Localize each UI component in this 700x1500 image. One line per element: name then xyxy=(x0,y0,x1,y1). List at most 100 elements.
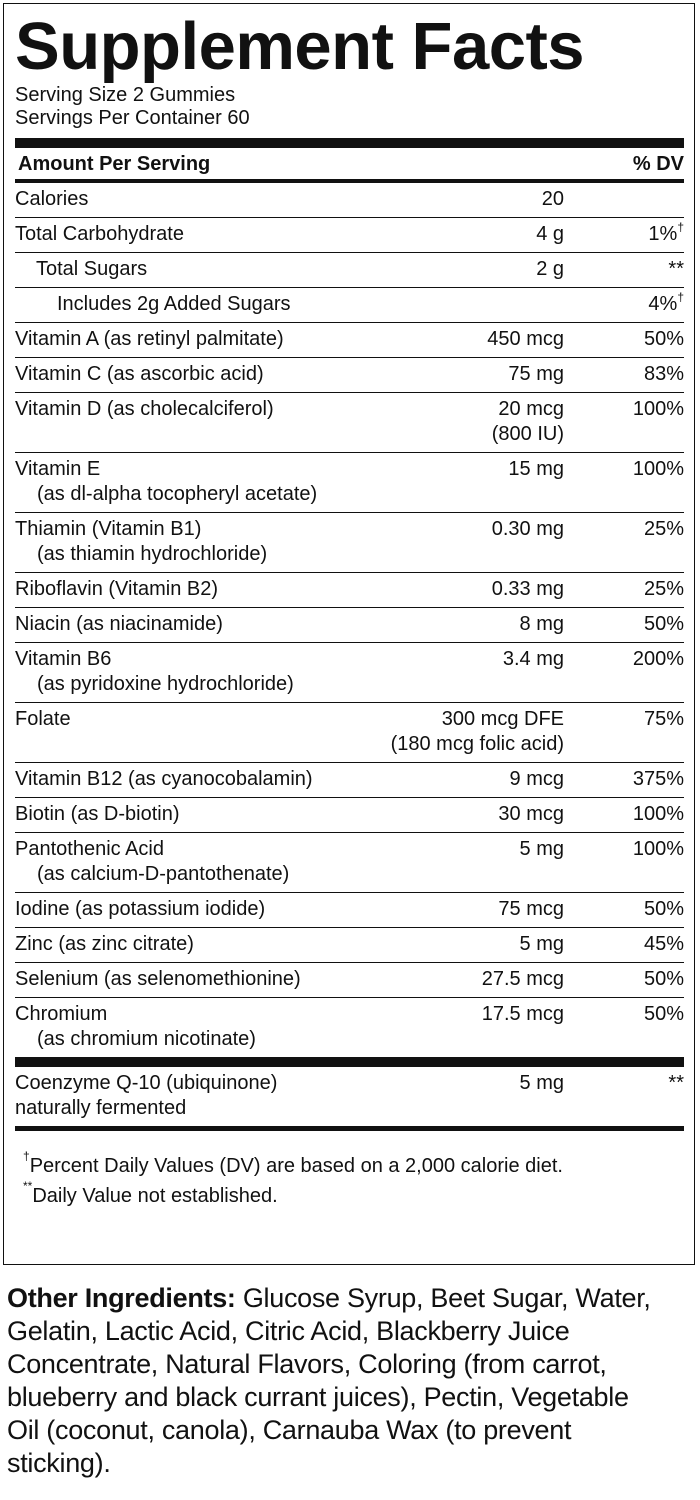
dv-value: 375% xyxy=(632,768,684,790)
nutrient-name: Vitamin C (as ascorbic acid) xyxy=(15,362,344,387)
name-line: Vitamin E xyxy=(15,458,101,480)
footnote-mark: † xyxy=(23,1149,30,1163)
amount-line: 4 g xyxy=(536,223,564,245)
dv-value: 100% xyxy=(632,398,684,420)
name-line: Includes 2g Added Sugars xyxy=(57,293,291,315)
nutrient-name: Vitamin E (as dl-alpha tocopheryl acetate… xyxy=(15,457,344,507)
nutrient-row: Vitamin B12 (as cyanocobalamin) 9 mcg 375% xyxy=(15,763,684,798)
amount-line: 0.33 mg xyxy=(491,578,564,600)
daily-value: 50% xyxy=(564,327,684,352)
dv-value: 200% xyxy=(632,648,684,670)
name-line: Chromium xyxy=(15,1003,108,1025)
amount: 8 mg xyxy=(344,612,564,637)
amount: 5 mg xyxy=(344,837,564,887)
daily-value: 4%† xyxy=(564,291,684,317)
divider xyxy=(15,1126,684,1131)
daily-value: 45% xyxy=(564,932,684,957)
amount-line: 5 mg xyxy=(519,933,564,955)
amount-line: 27.5 mcg xyxy=(481,968,564,990)
nutrient-name: Calories xyxy=(15,187,344,212)
nutrient-row: Total Sugars 2 g ** xyxy=(15,253,684,288)
nutrient-rows: Calories 20 Total Carbohydrate 4 g 1%† Total … xyxy=(15,183,684,1057)
name-line: Zinc (as zinc citrate) xyxy=(15,933,194,955)
nutrient-name: Coenzyme Q-10 (ubiquinone) naturally ferm… xyxy=(15,1071,344,1121)
amount: 4 g xyxy=(344,222,564,247)
dv-value: ** xyxy=(668,258,684,280)
name-line: Pantothenic Acid xyxy=(15,838,164,860)
amount-line: 5 mg xyxy=(519,838,564,860)
nutrient-name: Includes 2g Added Sugars xyxy=(15,292,344,317)
amount: 0.33 mg xyxy=(344,577,564,602)
nutrient-row: Vitamin A (as retinyl palmitate) 450 mcg 5… xyxy=(15,323,684,358)
nutrient-row: Vitamin B6 (as pyridoxine hydrochloride) 3… xyxy=(15,643,684,703)
dv-value: 100% xyxy=(632,803,684,825)
footnote-text: Daily Value not established. xyxy=(32,1185,278,1207)
daily-value: 100% xyxy=(564,457,684,507)
nutrient-name: Vitamin B6 (as pyridoxine hydrochloride) xyxy=(15,647,344,697)
amount: 9 mcg xyxy=(344,767,564,792)
daily-value: 25% xyxy=(564,577,684,602)
name-line: Calories xyxy=(15,188,89,210)
amount-line: (800 IU) xyxy=(491,423,564,445)
nutrient-row: Zinc (as zinc citrate) 5 mg 45% xyxy=(15,928,684,963)
nutrient-name: Folate xyxy=(15,707,344,757)
amount-line: 8 mg xyxy=(519,613,564,635)
nutrient-row: Calories 20 xyxy=(15,183,684,218)
serving-size: Serving Size 2 Gummies xyxy=(15,84,236,106)
daily-value: 50% xyxy=(564,967,684,992)
nutrient-row: Pantothenic Acid (as calcium-D-pantothena… xyxy=(15,833,684,893)
amount-line: 75 mcg xyxy=(498,898,564,920)
amount-line: 2 g xyxy=(536,258,564,280)
dv-value: 45% xyxy=(643,933,684,955)
dv-value: 50% xyxy=(643,968,684,990)
dv-value: 50% xyxy=(643,328,684,350)
nutrient-row: Total Carbohydrate 4 g 1%† xyxy=(15,218,684,253)
amount xyxy=(344,292,564,317)
dv-value: 4% xyxy=(648,293,678,315)
nutrient-name: Niacin (as niacinamide) xyxy=(15,612,344,637)
name-line: Total Carbohydrate xyxy=(15,223,184,245)
nutrient-row: Niacin (as niacinamide) 8 mg 50% xyxy=(15,608,684,643)
amount-line: 17.5 mcg xyxy=(481,1003,564,1025)
nutrient-row: Folate 300 mcg DFE (180 mcg folic acid) 75% xyxy=(15,703,684,763)
dv-value: 100% xyxy=(632,838,684,860)
name-line: (as thiamin hydrochloride) xyxy=(37,543,268,565)
name-line: Vitamin C (as ascorbic acid) xyxy=(15,363,264,385)
amount: 75 mg xyxy=(344,362,564,387)
daily-value: 50% xyxy=(564,612,684,637)
name-line: Vitamin B12 (as cyanocobalamin) xyxy=(15,768,313,790)
footnote-text: Percent Daily Values (DV) are based on a… xyxy=(29,1155,563,1177)
dv-value: 50% xyxy=(643,898,684,920)
amount: 450 mcg xyxy=(344,327,564,352)
supplement-facts-panel: Supplement Facts Serving Size 2 Gummies … xyxy=(3,3,695,1265)
dv-value: 50% xyxy=(643,1003,684,1025)
dv-value: 1% xyxy=(648,223,678,245)
dv-value: 25% xyxy=(643,578,684,600)
table-header: Amount Per Serving % DV xyxy=(15,148,684,179)
name-line: Vitamin A (as retinyl palmitate) xyxy=(15,328,284,350)
amount: 15 mg xyxy=(344,457,564,507)
nutrient-name: Thiamin (Vitamin B1) (as thiamin hydrochl… xyxy=(15,517,344,567)
daily-value xyxy=(564,187,684,212)
nutrient-row: Coenzyme Q-10 (ubiquinone) naturally ferm… xyxy=(15,1067,684,1126)
dv-value: 25% xyxy=(643,518,684,540)
nutrient-name: Riboflavin (Vitamin B2) xyxy=(15,577,344,602)
name-line: Total Sugars xyxy=(36,258,148,280)
nutrient-row: Thiamin (Vitamin B1) (as thiamin hydrochl… xyxy=(15,513,684,573)
dv-value: 75% xyxy=(643,708,684,730)
daily-value: 200% xyxy=(564,647,684,697)
dv-value: 83% xyxy=(643,363,684,385)
amount: 17.5 mcg xyxy=(344,1002,564,1052)
name-line: Selenium (as selenomethionine) xyxy=(15,968,301,990)
daily-value: 50% xyxy=(564,1002,684,1052)
dv-mark: † xyxy=(677,220,684,234)
nutrient-name: Zinc (as zinc citrate) xyxy=(15,932,344,957)
name-line: (as dl-alpha tocopheryl acetate) xyxy=(37,483,318,505)
nutrient-name: Vitamin B12 (as cyanocobalamin) xyxy=(15,767,344,792)
footnote: †Percent Daily Values (DV) are based on … xyxy=(23,1149,684,1181)
amount-line: 75 mg xyxy=(508,363,564,385)
amount-line: 30 mcg xyxy=(498,803,564,825)
amount: 30 mcg xyxy=(344,802,564,827)
amount: 0.30 mg xyxy=(344,517,564,567)
nutrient-name: Total Sugars xyxy=(15,257,344,282)
